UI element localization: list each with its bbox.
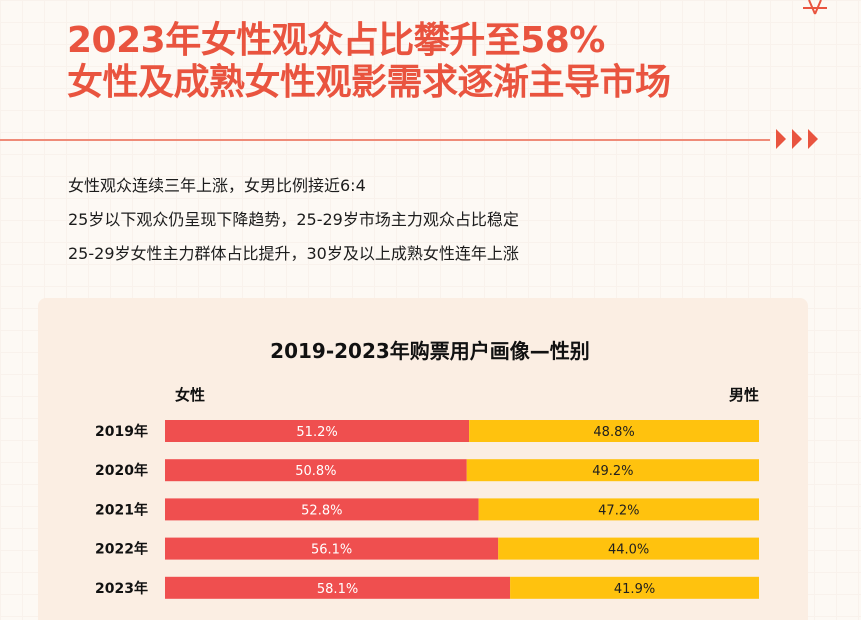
male-value-label-1: 49.2% [592, 464, 633, 479]
male-bar-2 [478, 498, 759, 521]
female-bar-2 [165, 498, 479, 521]
legend-male-label: 男性 [729, 386, 759, 404]
corner-decoration-icon [803, 0, 827, 15]
year-label-2: 2021年 [95, 501, 148, 518]
title-line-2: 女性及成熟女性观影需求逐渐主导市场 [67, 62, 671, 103]
chart-panel [38, 298, 808, 620]
summary-line-1: 女性观众连续三年上涨，女男比例接近6:4 [68, 176, 366, 195]
year-label-1: 2020年 [95, 462, 148, 479]
male-bar-4 [510, 576, 759, 599]
page-title: 2023年女性观众占比攀升至58% 女性及成熟女性观影需求逐渐主导市场 [67, 20, 671, 104]
male-value-label-2: 47.2% [598, 503, 639, 518]
triple-chevron-right-icon [776, 129, 818, 149]
female-bar-1 [165, 459, 467, 482]
female-value-label-1: 50.8% [295, 464, 336, 479]
year-label-0: 2019年 [95, 423, 148, 440]
female-bar-0 [165, 420, 470, 442]
male-bar-0 [469, 420, 759, 442]
female-bar-4 [165, 576, 511, 599]
summary-line-3: 25-29岁女性主力群体占比提升，30岁及以上成熟女性连年上涨 [68, 244, 519, 263]
female-value-label-2: 52.8% [301, 503, 342, 518]
female-value-label-3: 56.1% [311, 543, 352, 558]
male-value-label-0: 48.8% [593, 425, 634, 440]
male-value-label-3: 44.0% [608, 543, 649, 558]
year-label-4: 2023年 [95, 580, 148, 597]
title-divider [0, 139, 770, 141]
female-value-label-4: 58.1% [317, 582, 358, 597]
female-bar-3 [165, 537, 499, 560]
legend-female-label: 女性 [175, 386, 205, 404]
chart-title: 2019-2023年购票用户画像—性别 [270, 339, 590, 363]
title-line-1: 2023年女性观众占比攀升至58% [67, 20, 605, 61]
female-value-label-0: 51.2% [296, 425, 337, 440]
male-bar-1 [466, 459, 759, 482]
summary-line-2: 25岁以下观众仍呈现下降趋势，25-29岁市场主力观众占比稳定 [68, 210, 519, 229]
year-label-3: 2022年 [95, 541, 148, 558]
male-value-label-4: 41.9% [614, 582, 655, 597]
male-bar-3 [498, 537, 759, 560]
